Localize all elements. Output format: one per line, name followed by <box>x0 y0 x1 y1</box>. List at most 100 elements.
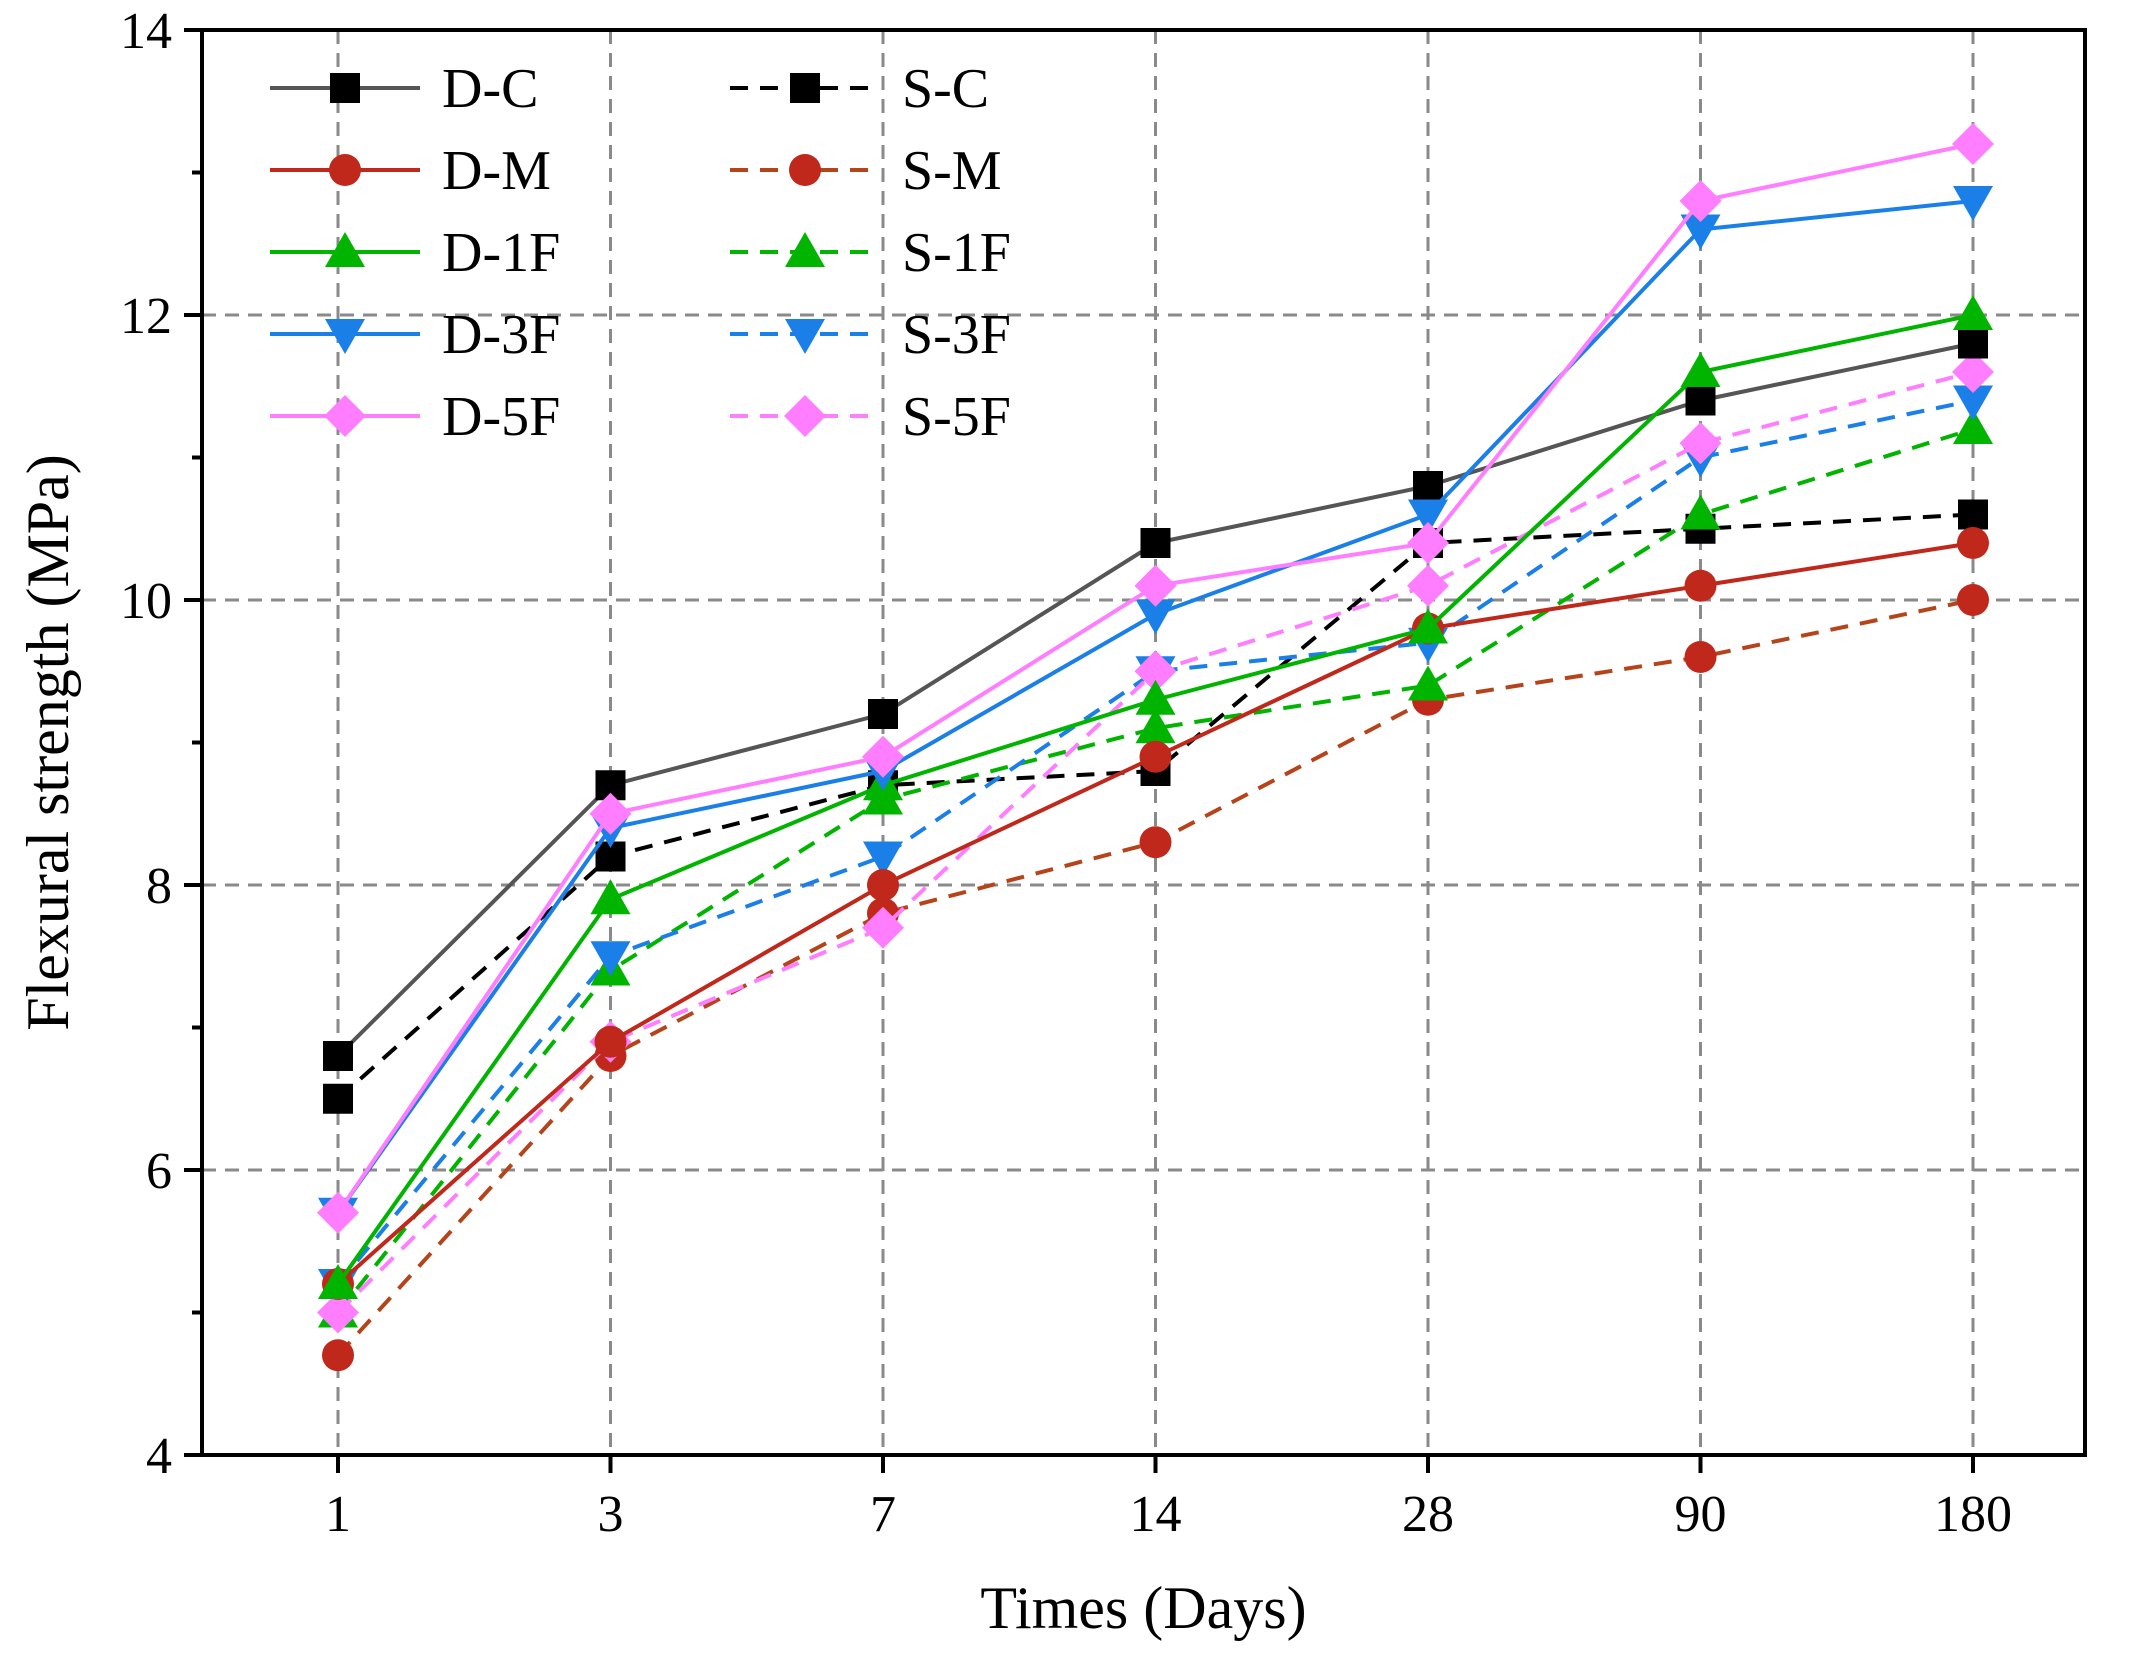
point-d-5f-3 <box>589 792 632 835</box>
point-d-5f-7 <box>862 735 904 778</box>
series-layer <box>317 123 1994 1372</box>
y-tick-label-14: 14 <box>120 3 172 60</box>
point-d-c-28 <box>1413 471 1443 501</box>
legend-marker-s-1f <box>785 232 825 267</box>
x-tick-label-3: 3 <box>598 1486 624 1543</box>
point-s-m-1 <box>322 1339 354 1372</box>
point-s-1f-28 <box>1408 665 1448 701</box>
point-s-c-180 <box>1958 499 1988 530</box>
legend-marker-d-1f <box>325 232 365 267</box>
legend-marker-s-c <box>790 73 820 103</box>
y-tick-label-6: 6 <box>146 1143 172 1200</box>
legend-marker-s-5f <box>784 395 826 437</box>
legend-marker-s-m <box>789 154 821 186</box>
legend-item-d-c: D-C <box>270 58 538 120</box>
legend-item-d-m: D-M <box>270 140 551 202</box>
legend-item-d-1f: D-1F <box>270 222 560 284</box>
x-tick-label-28: 28 <box>1402 1486 1454 1543</box>
point-d-5f-28 <box>1407 522 1449 564</box>
legend-item-s-m: S-M <box>730 140 1002 202</box>
series-d-1f <box>318 295 1993 1299</box>
legend-label-d-1f: D-1F <box>442 222 560 284</box>
point-s-c-1 <box>323 1083 353 1114</box>
point-s-5f-1 <box>317 1291 359 1334</box>
legend-item-s-5f: S-5F <box>730 386 1011 448</box>
legend-label-d-m: D-M <box>442 140 551 202</box>
point-d-1f-14 <box>1135 679 1176 715</box>
legend-label-s-c: S-C <box>902 58 989 120</box>
point-d-m-14 <box>1139 740 1172 773</box>
y-tick-label-4: 4 <box>146 1428 172 1485</box>
point-d-c-1 <box>323 1041 353 1071</box>
point-s-5f-28 <box>1407 564 1449 607</box>
point-d-1f-28 <box>1408 608 1448 644</box>
legend-item-d-5f: D-5F <box>270 386 560 448</box>
y-axis-title: Flexural strength (MPa) <box>15 454 81 1031</box>
y-tick-label-8: 8 <box>146 858 172 915</box>
legend-item-d-3f: D-3F <box>270 304 560 366</box>
legend-item-s-1f: S-1F <box>730 222 1011 284</box>
legend-marker-s-3f <box>785 319 825 354</box>
point-s-5f-90 <box>1679 422 1722 465</box>
point-s-5f-7 <box>862 906 904 949</box>
point-s-3f-3 <box>590 941 631 977</box>
point-s-3f-180 <box>1953 385 1993 421</box>
point-d-5f-14 <box>1134 564 1177 607</box>
legend-label-s-1f: S-1F <box>902 222 1011 284</box>
series-d-5f <box>317 123 1994 1234</box>
point-d-3f-28 <box>1408 499 1448 535</box>
point-d-3f-90 <box>1680 214 1721 250</box>
point-d-m-3 <box>594 1025 627 1058</box>
point-d-1f-180 <box>1953 295 1993 330</box>
legend: D-C D-M D-1F D-3F D-5F S-C S-M S-1F S-3F S-5F <box>270 58 1011 448</box>
point-s-m-90 <box>1684 641 1717 673</box>
x-tick-label-90: 90 <box>1675 1486 1727 1543</box>
x-axis-title: Times (Days) <box>980 1575 1306 1641</box>
legend-label-d-c: D-C <box>442 58 538 120</box>
point-d-5f-1 <box>317 1191 359 1234</box>
point-d-3f-180 <box>1953 186 1993 221</box>
point-d-1f-3 <box>590 879 631 915</box>
point-d-1f-90 <box>1680 352 1721 387</box>
point-d-5f-180 <box>1952 123 1994 165</box>
legend-marker-d-m <box>329 154 361 186</box>
point-s-m-180 <box>1957 584 1989 616</box>
point-s-5f-14 <box>1134 650 1177 693</box>
y-tick-label-10: 10 <box>120 573 172 630</box>
point-d-c-180 <box>1958 328 1988 359</box>
legend-item-s-c: S-C <box>730 58 989 120</box>
x-tick-label-14: 14 <box>1130 1486 1182 1543</box>
point-s-3f-7 <box>863 841 903 877</box>
point-s-m-14 <box>1139 826 1172 859</box>
legend-label-d-5f: D-5F <box>442 386 560 448</box>
legend-marker-d-3f <box>325 319 365 354</box>
point-d-c-14 <box>1140 528 1171 558</box>
point-s-1f-90 <box>1680 494 1721 530</box>
point-s-5f-180 <box>1952 351 1994 393</box>
point-d-5f-90 <box>1679 180 1722 222</box>
point-s-1f-180 <box>1953 409 1993 444</box>
legend-label-s-5f: S-5F <box>902 386 1011 448</box>
legend-marker-d-5f <box>324 395 366 437</box>
legend-label-d-3f: D-3F <box>442 304 560 366</box>
x-tick-label-180: 180 <box>1934 1486 2012 1543</box>
point-s-1f-14 <box>1135 708 1176 744</box>
legend-item-s-3f: S-3F <box>730 304 1011 366</box>
point-d-m-90 <box>1684 569 1717 602</box>
legend-label-s-m: S-M <box>902 140 1002 202</box>
series-d-c <box>323 328 1988 1071</box>
point-d-c-90 <box>1685 385 1716 416</box>
x-tick-label-1: 1 <box>325 1486 351 1543</box>
point-d-3f-14 <box>1135 599 1176 635</box>
point-d-c-7 <box>868 699 898 729</box>
point-d-m-7 <box>867 869 899 901</box>
grid-lines <box>202 30 2085 1455</box>
x-tick-label-7: 7 <box>870 1486 896 1543</box>
legend-label-s-3f: S-3F <box>902 304 1011 366</box>
y-tick-label-12: 12 <box>120 288 172 345</box>
axes: 1 3 7 14 28 90 180 4 6 8 10 12 14 <box>120 3 2012 1543</box>
point-d-m-180 <box>1957 527 1989 559</box>
legend-marker-d-c <box>330 73 360 103</box>
point-d-1f-1 <box>318 1264 358 1299</box>
